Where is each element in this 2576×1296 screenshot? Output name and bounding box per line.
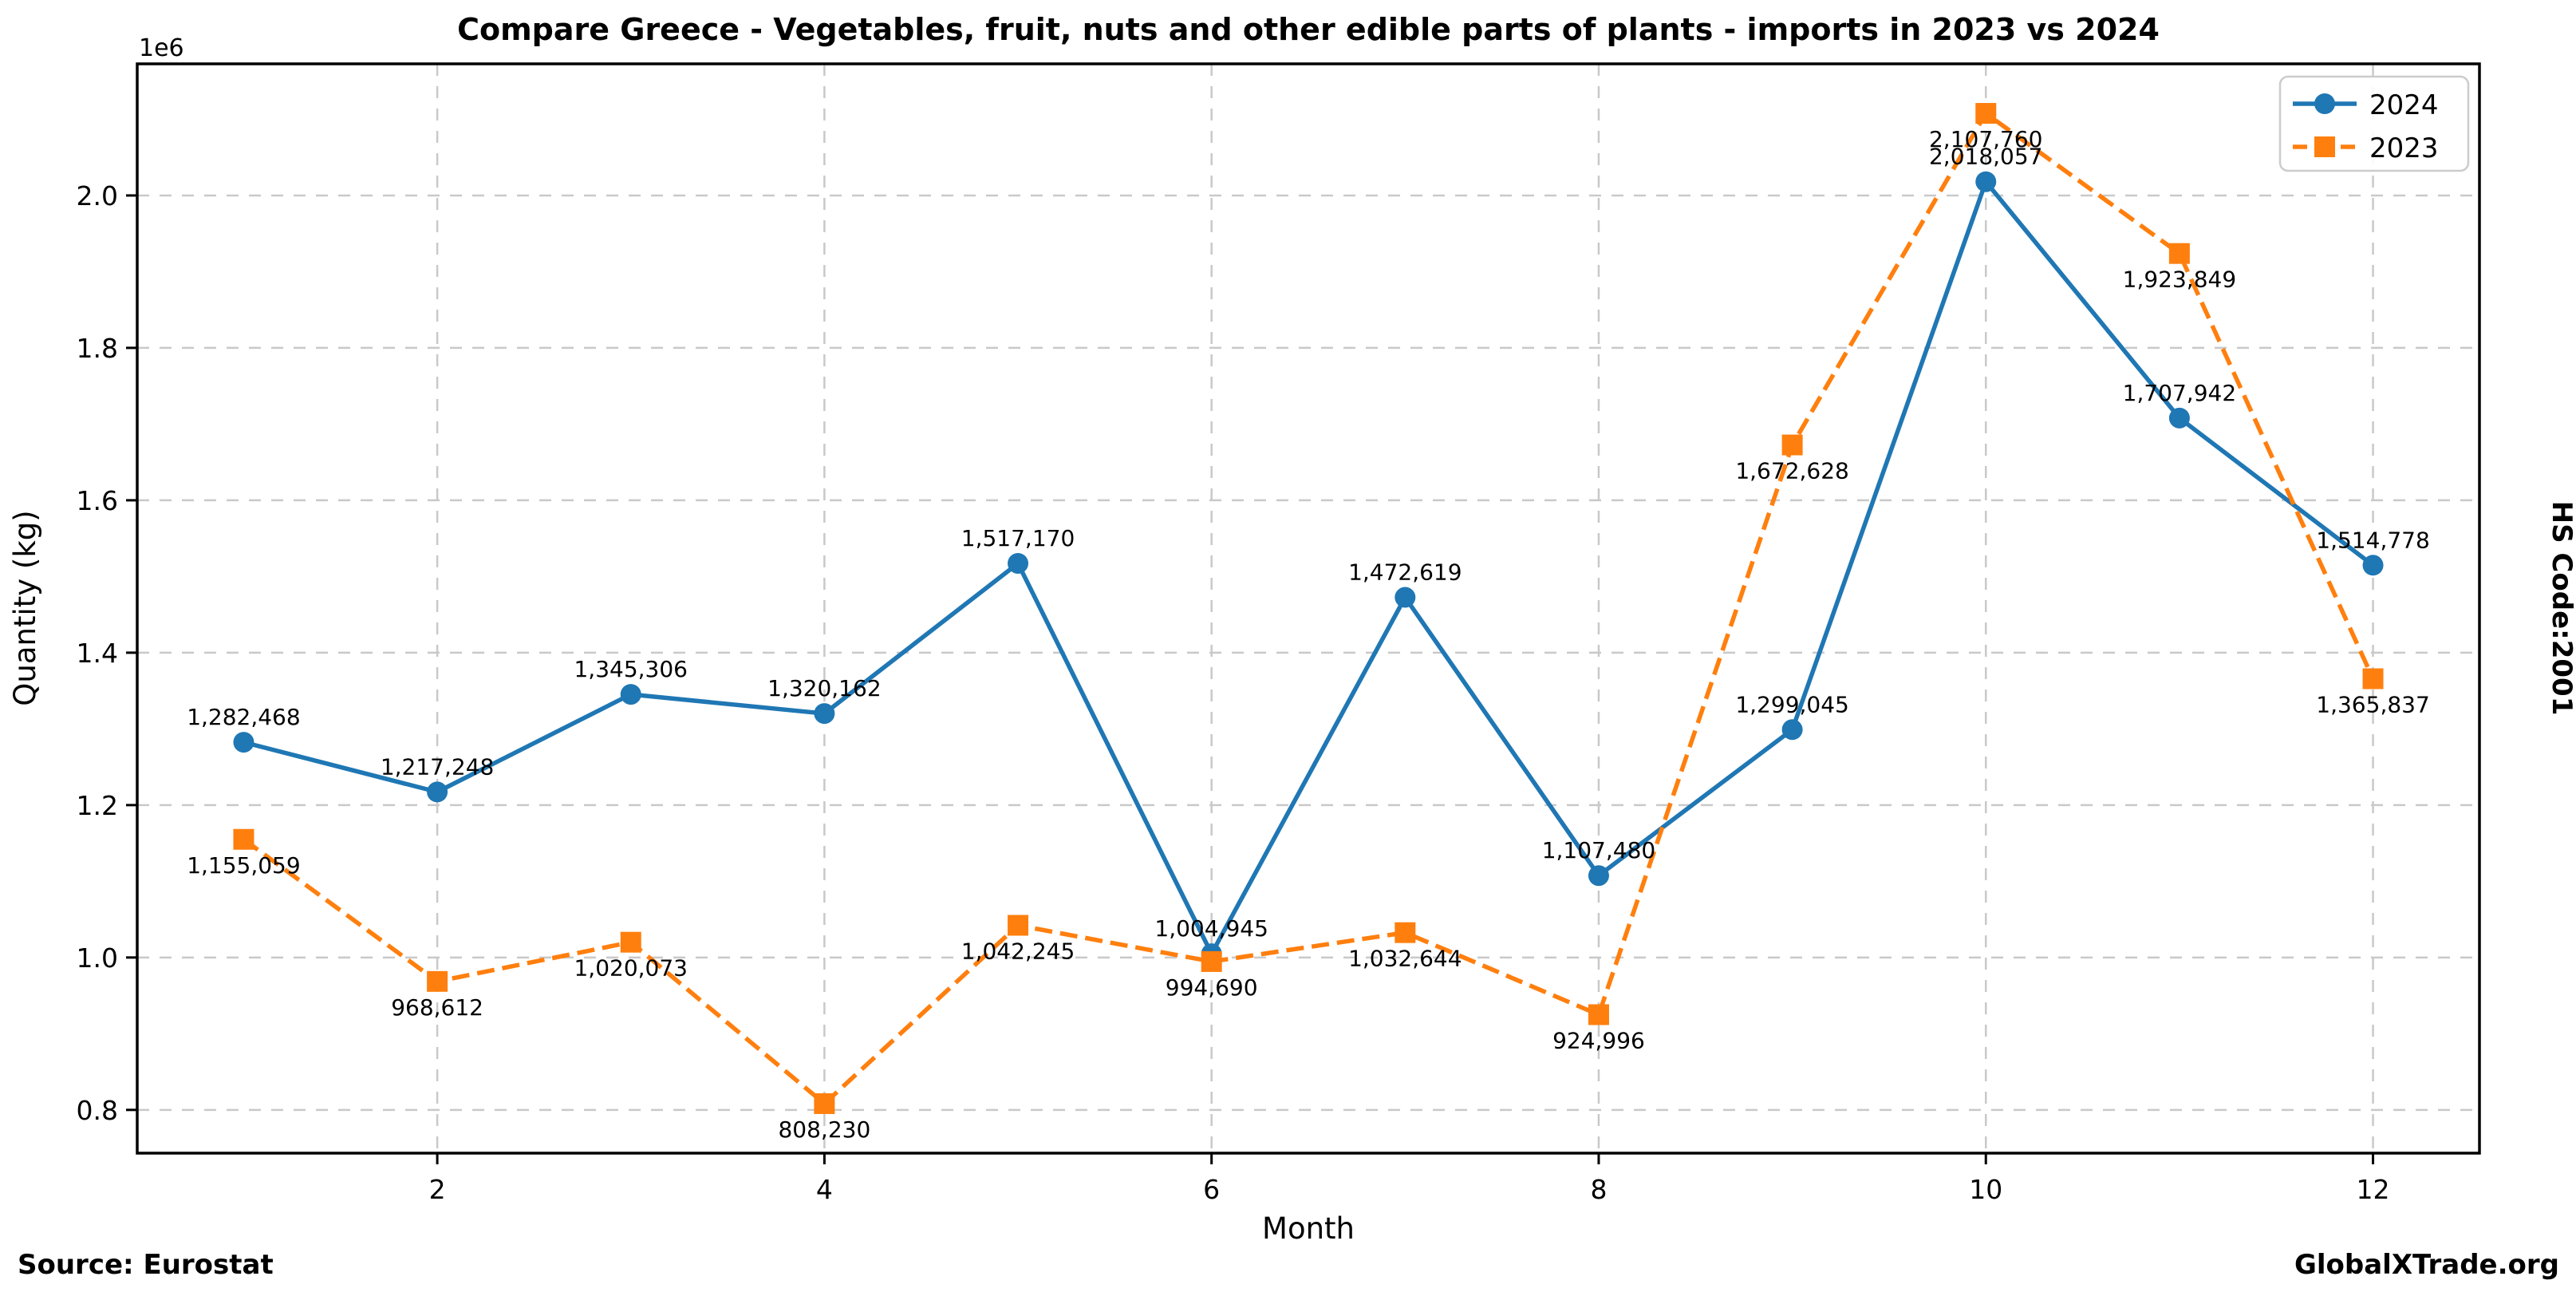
series-2023-line bbox=[242, 111, 2376, 1106]
y-tick-label: 1.2 bbox=[77, 790, 118, 821]
hs-code-label: HS Code:2001 bbox=[2546, 501, 2576, 716]
x-axis-label: Month bbox=[1262, 1211, 1355, 1246]
series-2024-marker bbox=[427, 781, 448, 803]
series-2024-marker bbox=[1008, 552, 1029, 574]
point-label-2023: 808,230 bbox=[778, 1116, 870, 1143]
point-label-2024: 1,282,468 bbox=[187, 704, 301, 730]
series-2024-marker bbox=[1975, 171, 1997, 192]
point-label-2023: 1,032,644 bbox=[1348, 946, 1462, 972]
series-2023-marker bbox=[427, 970, 448, 992]
point-label-2023: 994,690 bbox=[1166, 974, 1258, 1001]
y-tick-label: 2.0 bbox=[77, 180, 118, 211]
legend-label-2023: 2023 bbox=[2369, 132, 2439, 164]
point-label-2024: 1,707,942 bbox=[2123, 380, 2237, 406]
series-2024-marker bbox=[2168, 407, 2190, 429]
plot-border bbox=[136, 62, 2481, 1155]
series-2024-marker bbox=[2362, 555, 2384, 576]
point-labels-layer: 1,282,468 1,217,248 1,345,306 1,320,162 1,51… bbox=[187, 126, 2430, 1143]
x-tick-label: 12 bbox=[2357, 1174, 2390, 1205]
y-tick-label: 1.4 bbox=[77, 638, 118, 669]
point-label-2024: 1,107,480 bbox=[1542, 837, 1656, 863]
axes-layer: 2 4 6 8 10 12 0.8 1.0 1.2 1.4 1.6 1.8 2.0 bbox=[77, 62, 2481, 1205]
series-2023-marker bbox=[1008, 915, 1029, 936]
x-tick-label: 10 bbox=[1969, 1174, 2002, 1205]
point-label-2024: 1,514,778 bbox=[2316, 527, 2430, 553]
y-axis-offset-label: 1e6 bbox=[139, 34, 184, 62]
series-2023-marker bbox=[814, 1093, 835, 1114]
point-label-2024: 1,320,162 bbox=[767, 675, 882, 701]
x-tick-label: 6 bbox=[1203, 1174, 1220, 1205]
point-label-2024: 1,004,945 bbox=[1154, 915, 1268, 942]
series-2023-marker bbox=[1975, 103, 1997, 124]
series-2023-marker bbox=[2168, 243, 2190, 264]
y-tick-label: 1.0 bbox=[77, 942, 118, 974]
series-2024-marker bbox=[1395, 587, 1416, 608]
series-2023-marker bbox=[1201, 950, 1222, 972]
series-2023-marker bbox=[1395, 922, 1416, 943]
point-label-2023: 968,612 bbox=[391, 994, 483, 1021]
series-2024-marker bbox=[620, 684, 641, 705]
chart-title: Compare Greece - Vegetables, fruit, nuts… bbox=[457, 12, 2160, 47]
point-label-2024: 1,345,306 bbox=[574, 656, 688, 682]
series-layer bbox=[233, 103, 2384, 1114]
point-label-2023: 2,107,760 bbox=[1929, 126, 2043, 152]
legend-marker-2024 bbox=[2314, 93, 2335, 114]
x-tick-label: 4 bbox=[816, 1174, 833, 1205]
series-2024-marker bbox=[1781, 719, 1803, 741]
y-tick-label: 1.8 bbox=[77, 333, 118, 364]
x-tick-label: 8 bbox=[1590, 1174, 1607, 1205]
point-label-2023: 1,672,628 bbox=[1735, 458, 1849, 484]
series-2023-marker bbox=[233, 828, 254, 850]
legend: 2024 2023 bbox=[2278, 75, 2470, 172]
point-label-2024: 1,299,045 bbox=[1735, 691, 1849, 717]
point-label-2023: 1,020,073 bbox=[574, 955, 688, 982]
brand-label: GlobalXTrade.org bbox=[2294, 1249, 2559, 1281]
point-label-2023: 924,996 bbox=[1552, 1027, 1645, 1053]
legend-sample-2024 bbox=[2293, 93, 2357, 114]
series-2024-marker bbox=[814, 703, 835, 725]
series-2023-marker bbox=[1781, 434, 1803, 456]
point-label-2024: 2,018,057 bbox=[1929, 144, 2043, 170]
point-label-2023: 1,923,849 bbox=[2123, 267, 2237, 293]
series-2023-marker bbox=[620, 931, 641, 953]
x-tick-label: 2 bbox=[429, 1174, 446, 1205]
y-tick-label: 1.6 bbox=[77, 485, 118, 516]
series-2024-marker bbox=[233, 732, 254, 753]
series-2024-marker bbox=[1588, 865, 1609, 887]
point-label-2023: 1,365,837 bbox=[2316, 692, 2430, 718]
legend-marker-2023 bbox=[2314, 136, 2335, 157]
series-2023-marker bbox=[1588, 1004, 1609, 1025]
legend-label-2024: 2024 bbox=[2369, 89, 2439, 121]
point-label-2024: 1,217,248 bbox=[381, 753, 495, 780]
point-label-2024: 1,517,170 bbox=[961, 525, 1075, 551]
point-label-2023: 1,155,059 bbox=[187, 852, 301, 879]
series-2023-marker bbox=[2362, 668, 2384, 689]
source-label: Source: Eurostat bbox=[18, 1249, 274, 1281]
point-label-2023: 1,042,245 bbox=[961, 938, 1075, 964]
legend-sample-2023 bbox=[2293, 136, 2357, 157]
grid-layer bbox=[137, 64, 2479, 1153]
y-tick-label: 0.8 bbox=[77, 1095, 118, 1126]
series-2024-line bbox=[243, 179, 2375, 956]
point-label-2024: 1,472,619 bbox=[1348, 559, 1462, 586]
y-axis-label: Quantity (kg) bbox=[8, 510, 42, 705]
